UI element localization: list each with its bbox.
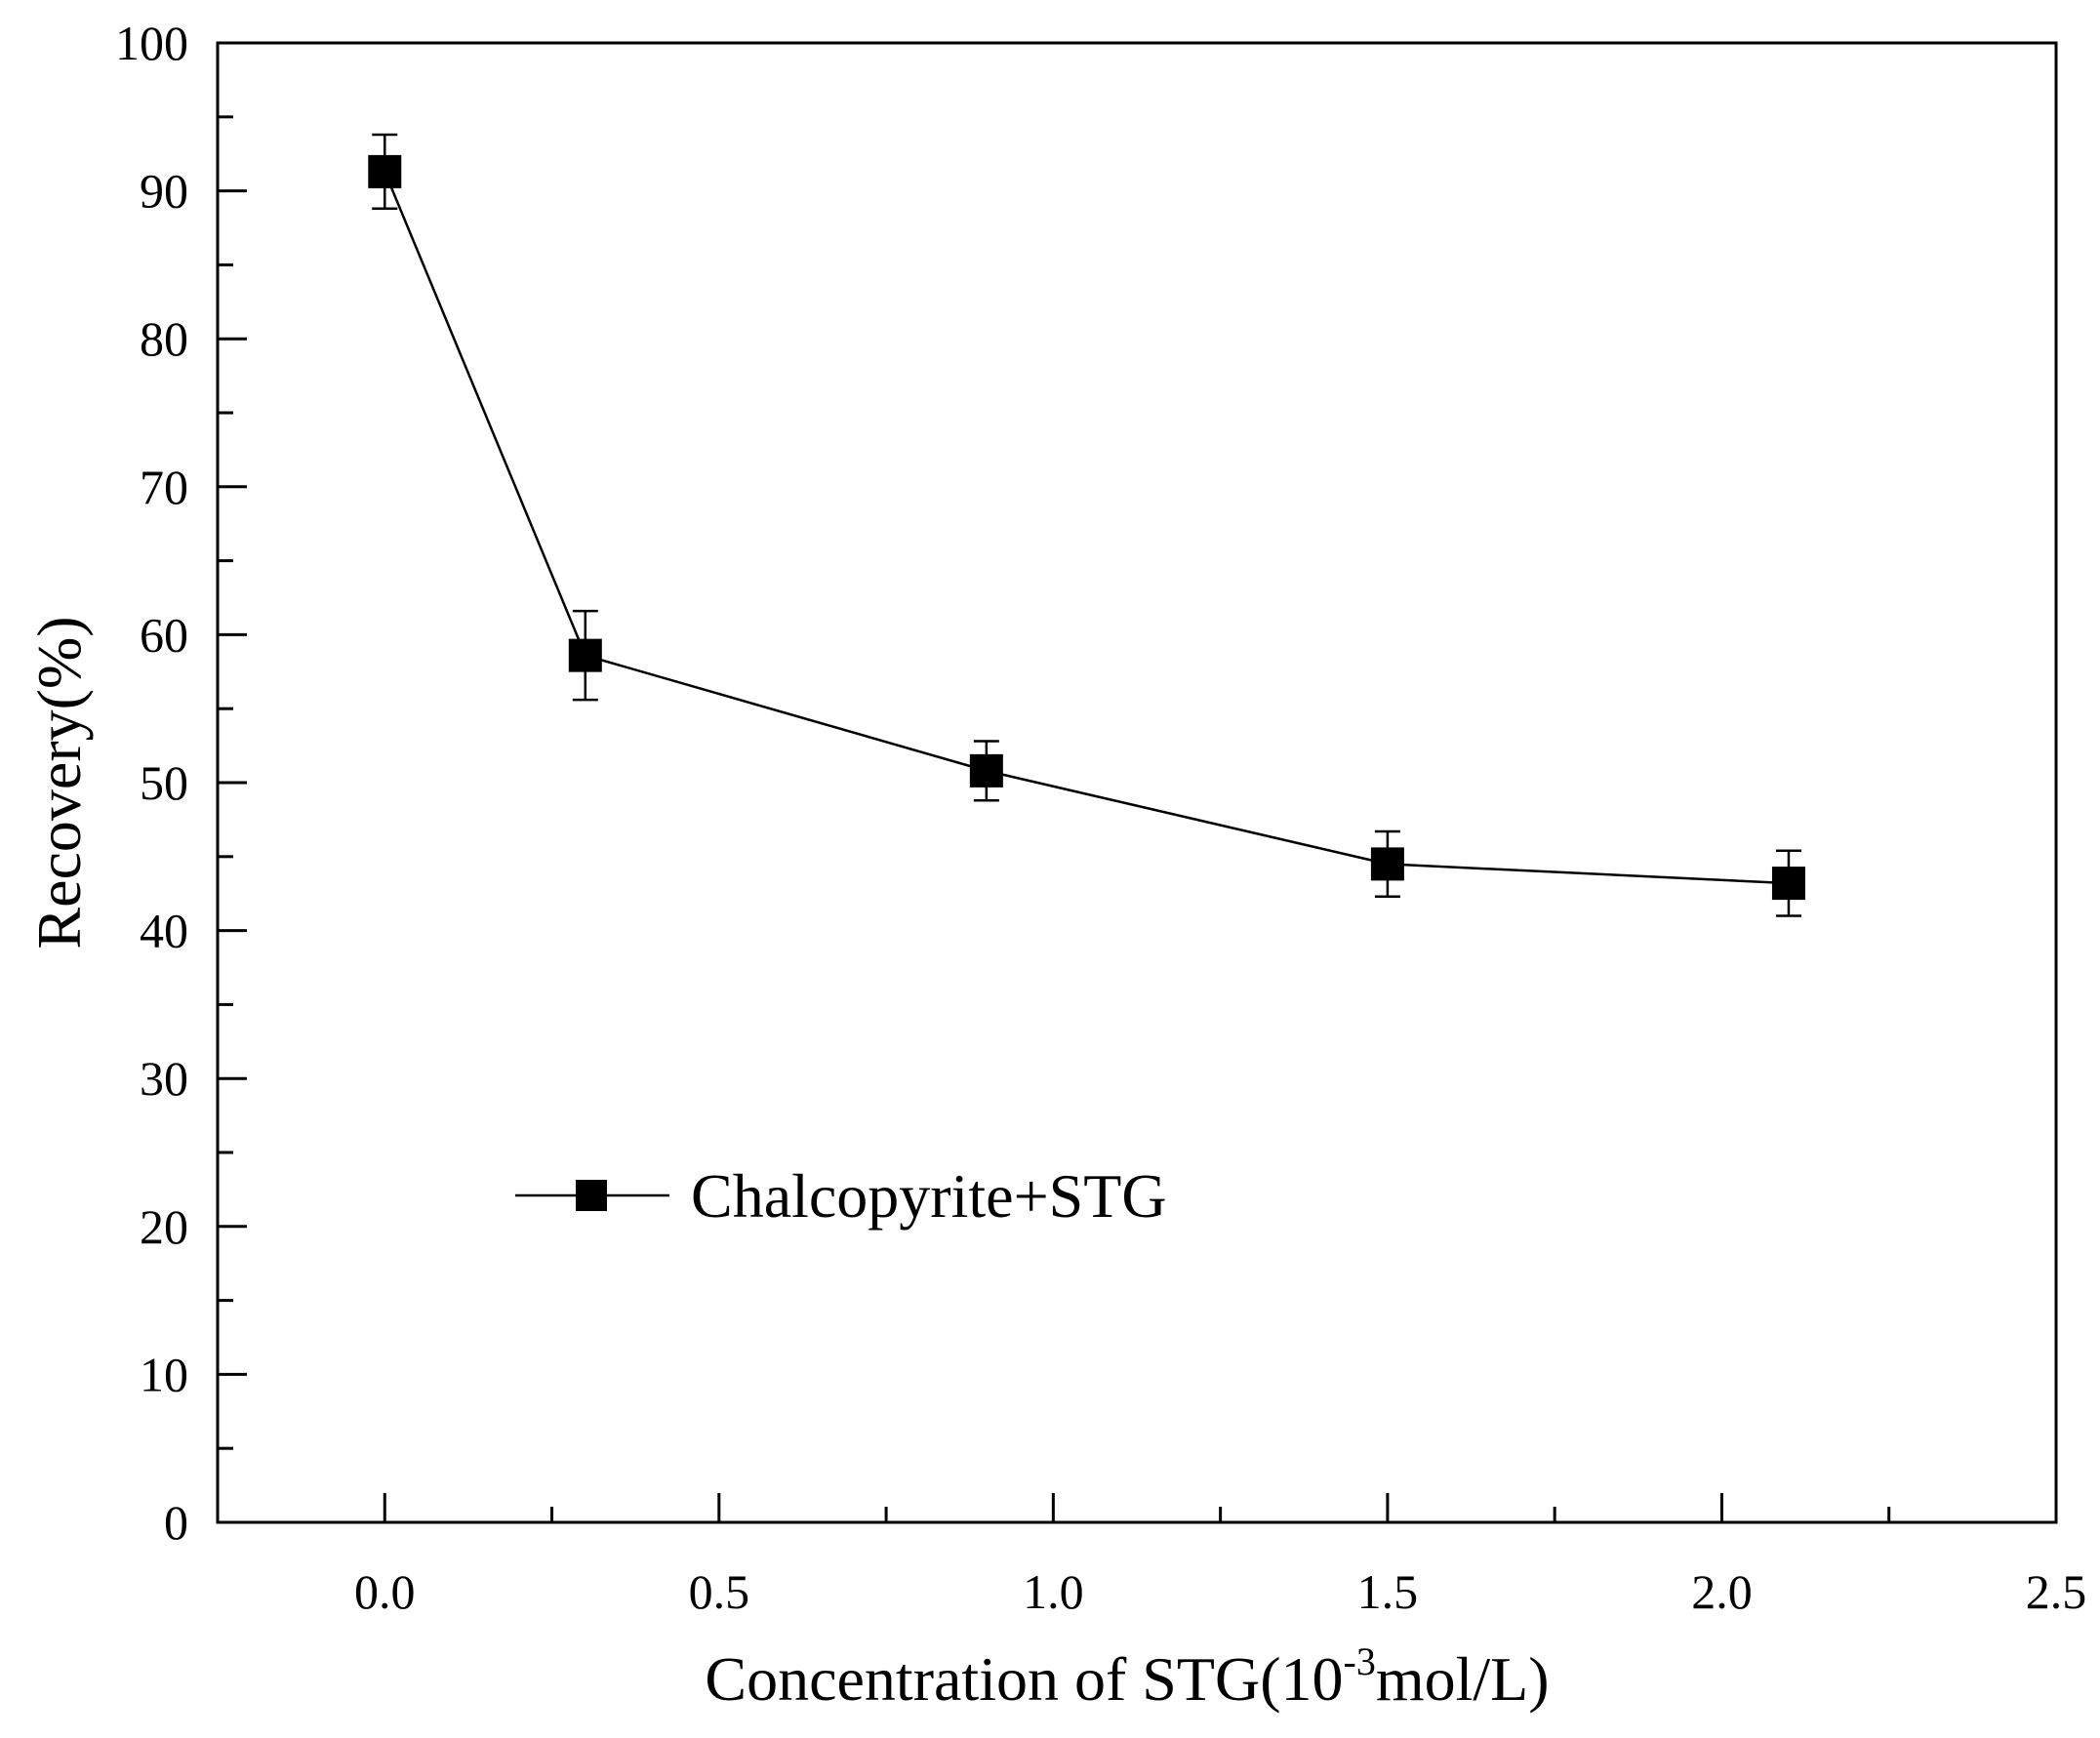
x-tick-label: 2.5 [2026,1564,2087,1619]
plot-area-frame [216,41,2058,1524]
data-point-square [969,753,1003,788]
y-tick-label: 60 [140,607,188,662]
data-series [368,133,1805,917]
legend: Chalcopyrite+STG [515,1161,1167,1231]
x-axis-title-superscript: -3 [1344,1639,1376,1683]
y-tick-label: 80 [140,311,188,366]
x-axis-title-prefix: Concentration of STG(10 [705,1644,1343,1714]
y-tick-label: 100 [115,16,188,70]
series-line [384,171,1790,885]
legend-marker-square [576,1180,607,1211]
y-tick-label: 90 [140,164,188,219]
x-tick-label: 0.0 [354,1564,416,1619]
y-tick-label: 70 [140,460,188,514]
axis-ticks [216,41,2058,1524]
y-tick-label: 40 [140,904,188,958]
y-tick-label: 30 [140,1051,188,1106]
x-tick-label: 2.0 [1691,1564,1753,1619]
data-point-square [1771,867,1805,901]
data-point-square [1370,847,1404,881]
x-tick-label: 1.0 [1023,1564,1084,1619]
x-axis-title-suffix: mol/L) [1376,1644,1550,1714]
y-axis-title: Recovery(%) [24,616,94,949]
data-point-square [568,638,602,672]
y-tick-label: 10 [140,1347,188,1401]
x-tick-label: 0.5 [689,1564,750,1619]
x-tick-label: 1.5 [1357,1564,1419,1619]
y-tick-label: 20 [140,1199,188,1254]
legend-label: Chalcopyrite+STG [691,1161,1167,1231]
y-tick-label: 0 [164,1495,188,1550]
data-point-square [368,154,402,188]
y-tick-label: 50 [140,755,188,810]
x-axis-title: Concentration of STG(10-3mol/L) [705,1639,1549,1714]
axis-tick-labels: 0.0 0.5 1.0 1.5 2.0 2.5 0 10 20 30 40 50 60 70 80 90 100 [115,16,2086,1619]
